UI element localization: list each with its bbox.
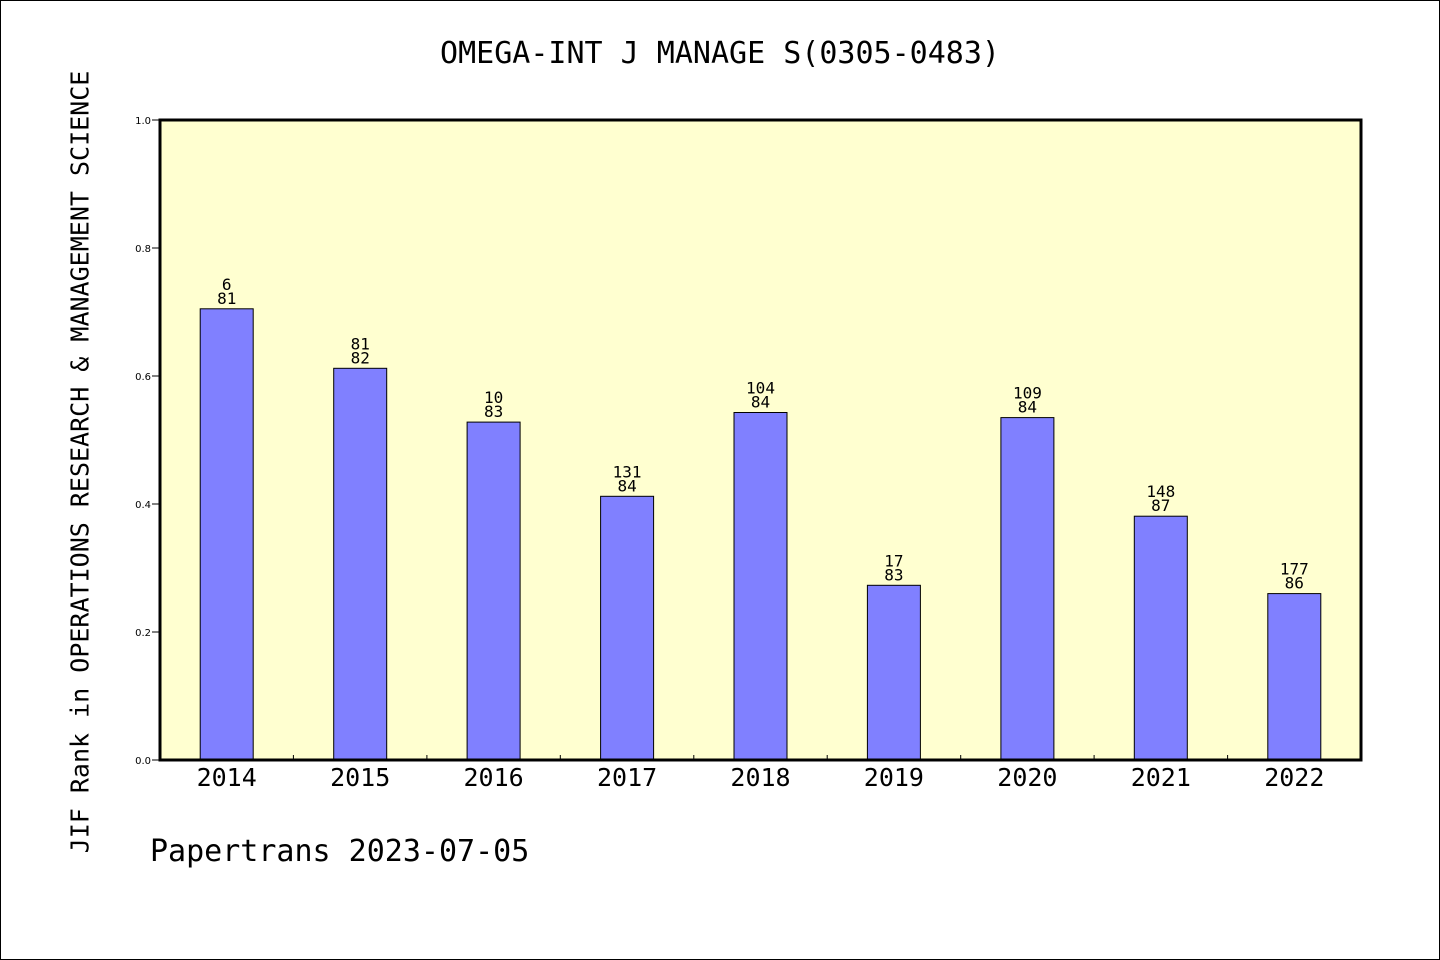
bar-label-total-2019: 83 (884, 565, 903, 584)
bar-2017 (600, 495, 655, 761)
bar-label-rank-2014: 6 (222, 275, 232, 294)
bar-label-total-2018: 84 (751, 393, 770, 412)
bar-2016 (466, 421, 521, 761)
x-tick-label-2015: 2015 (330, 763, 390, 792)
bar-label-rank-2022: 177 (1280, 560, 1309, 579)
bar-label-total-2017: 84 (617, 476, 636, 495)
y-tick-label: 0.8 (135, 244, 151, 255)
bar-2020 (1000, 417, 1055, 761)
bar-label-rank-2016: 10 (484, 388, 503, 407)
y-tick-label: 0.6 (135, 372, 151, 383)
bar-label-total-2015: 82 (351, 348, 370, 367)
y-tick-label: 1.0 (135, 116, 151, 127)
bar-label-total-2016: 83 (484, 402, 503, 421)
x-tick-label-2014: 2014 (197, 763, 257, 792)
bar-label-rank-2015: 81 (351, 334, 370, 353)
bar-label-rank-2017: 131 (613, 462, 642, 481)
y-tick-label: 0.2 (135, 628, 151, 639)
bar-2021 (1133, 515, 1188, 761)
x-tick-label-2020: 2020 (997, 763, 1057, 792)
bar-label-total-2021: 87 (1151, 496, 1170, 515)
x-tick-label-2018: 2018 (730, 763, 790, 792)
bar-label-rank-2018: 104 (746, 379, 775, 398)
x-tick-label-2022: 2022 (1264, 763, 1324, 792)
bar-2018 (733, 412, 788, 761)
bar-2014 (199, 308, 254, 761)
bar-label-rank-2020: 109 (1013, 384, 1042, 403)
bar-label-rank-2019: 17 (884, 551, 903, 570)
bar-label-total-2014: 81 (217, 289, 236, 308)
bar-label-total-2022: 86 (1285, 574, 1304, 593)
x-tick-label-2019: 2019 (864, 763, 924, 792)
plot-border (158, 118, 1363, 762)
bar-2019 (866, 584, 921, 761)
bar-label-total-2020: 84 (1018, 398, 1037, 417)
x-tick-label-2021: 2021 (1131, 763, 1191, 792)
y-tick-label: 0.4 (135, 500, 151, 511)
footer-credit: Papertrans 2023-07-05 (150, 834, 530, 869)
x-tick-label-2017: 2017 (597, 763, 657, 792)
bar-2022 (1267, 593, 1322, 761)
bar-2015 (333, 367, 388, 761)
x-tick-label-2016: 2016 (463, 763, 523, 792)
y-tick-label: 0.0 (135, 756, 151, 767)
chart-title: OMEGA-INT J MANAGE S(0305-0483) (440, 36, 1000, 71)
bar-label-rank-2021: 148 (1146, 482, 1175, 501)
